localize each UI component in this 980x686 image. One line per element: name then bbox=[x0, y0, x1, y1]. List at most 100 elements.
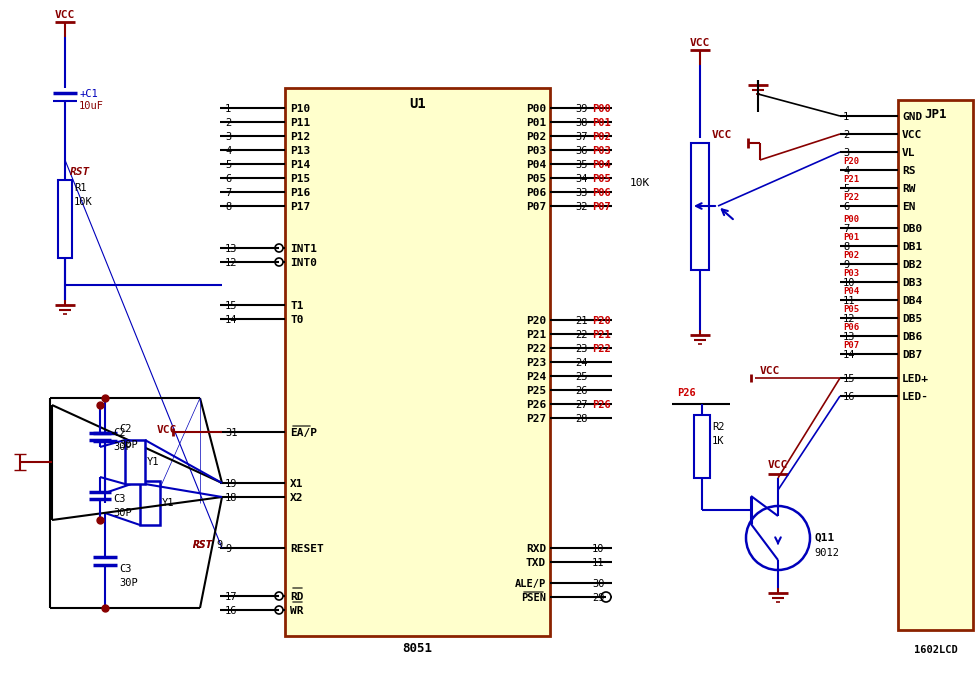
Text: C3: C3 bbox=[119, 564, 131, 574]
Text: 4: 4 bbox=[225, 146, 231, 156]
Text: C3: C3 bbox=[113, 494, 125, 504]
Text: 22: 22 bbox=[575, 330, 588, 340]
Text: 30P: 30P bbox=[113, 508, 131, 518]
Text: C2: C2 bbox=[113, 428, 125, 438]
Text: DB7: DB7 bbox=[902, 350, 922, 360]
Text: 29: 29 bbox=[592, 593, 605, 603]
Text: P05: P05 bbox=[592, 174, 611, 184]
Text: 35: 35 bbox=[575, 160, 588, 170]
Text: P21: P21 bbox=[525, 330, 546, 340]
Text: 7: 7 bbox=[843, 224, 850, 234]
Text: 30P: 30P bbox=[113, 442, 131, 452]
Text: 8051: 8051 bbox=[403, 641, 432, 654]
Text: 30P: 30P bbox=[119, 578, 138, 588]
Text: RST: RST bbox=[193, 540, 213, 550]
Text: DB0: DB0 bbox=[902, 224, 922, 234]
Bar bbox=[125, 440, 145, 484]
Text: P13: P13 bbox=[290, 146, 311, 156]
Text: P20: P20 bbox=[843, 156, 859, 165]
Bar bbox=[691, 143, 709, 270]
Text: P05: P05 bbox=[525, 174, 546, 184]
Text: 5: 5 bbox=[225, 160, 231, 170]
Text: 13: 13 bbox=[225, 244, 237, 254]
Text: T1: T1 bbox=[290, 301, 304, 311]
Bar bbox=[58, 180, 72, 258]
Text: P21: P21 bbox=[843, 174, 859, 183]
Text: INT1: INT1 bbox=[290, 244, 317, 254]
Text: 4: 4 bbox=[843, 166, 850, 176]
Text: P03: P03 bbox=[592, 146, 611, 156]
Text: PSEN: PSEN bbox=[521, 593, 546, 603]
Text: 1: 1 bbox=[843, 112, 850, 122]
Bar bbox=[694, 415, 710, 478]
Text: DB1: DB1 bbox=[902, 242, 922, 252]
Text: 37: 37 bbox=[575, 132, 588, 142]
Text: 1K: 1K bbox=[712, 436, 724, 446]
Text: P02: P02 bbox=[843, 250, 859, 259]
Text: P26: P26 bbox=[677, 388, 696, 398]
Text: 7: 7 bbox=[225, 188, 231, 198]
Text: P16: P16 bbox=[290, 188, 311, 198]
Text: P27: P27 bbox=[525, 414, 546, 424]
Text: P26: P26 bbox=[525, 400, 546, 410]
Text: VCC: VCC bbox=[760, 366, 780, 376]
Text: 39: 39 bbox=[575, 104, 588, 114]
Text: 10: 10 bbox=[843, 278, 856, 288]
Text: EA/P: EA/P bbox=[290, 428, 317, 438]
Text: LED-: LED- bbox=[902, 392, 929, 402]
Text: P05: P05 bbox=[843, 305, 859, 314]
Text: 2: 2 bbox=[843, 130, 850, 140]
Bar bbox=[898, 100, 973, 630]
Text: LED+: LED+ bbox=[902, 374, 929, 384]
Text: P06: P06 bbox=[525, 188, 546, 198]
Text: 23: 23 bbox=[575, 344, 588, 354]
Text: 1: 1 bbox=[225, 104, 231, 114]
Text: 10: 10 bbox=[592, 544, 605, 554]
Text: X1: X1 bbox=[290, 479, 304, 489]
Text: 8: 8 bbox=[843, 242, 850, 252]
Text: T0: T0 bbox=[290, 315, 304, 325]
Text: RST: RST bbox=[70, 167, 90, 177]
Text: VCC: VCC bbox=[711, 130, 732, 140]
Text: P01: P01 bbox=[592, 118, 611, 128]
Text: VCC: VCC bbox=[902, 130, 922, 140]
Text: 15: 15 bbox=[225, 301, 237, 311]
Text: DB2: DB2 bbox=[902, 260, 922, 270]
Text: P06: P06 bbox=[592, 188, 611, 198]
Text: DB4: DB4 bbox=[902, 296, 922, 306]
Text: P07: P07 bbox=[525, 202, 546, 212]
Text: P04: P04 bbox=[525, 160, 546, 170]
Text: 17: 17 bbox=[225, 592, 237, 602]
Text: 10K: 10K bbox=[630, 178, 650, 188]
Text: RW: RW bbox=[902, 184, 915, 194]
Text: 14: 14 bbox=[843, 350, 856, 360]
Text: 5: 5 bbox=[843, 184, 850, 194]
Text: P02: P02 bbox=[592, 132, 611, 142]
Text: P20: P20 bbox=[525, 316, 546, 326]
Text: 6: 6 bbox=[225, 174, 231, 184]
Text: +C1: +C1 bbox=[79, 89, 98, 99]
Text: P04: P04 bbox=[592, 160, 611, 170]
Text: 38: 38 bbox=[575, 118, 588, 128]
Text: 6: 6 bbox=[843, 202, 850, 212]
Text: 2: 2 bbox=[225, 118, 231, 128]
Text: P07: P07 bbox=[843, 340, 859, 349]
Text: 34: 34 bbox=[575, 174, 588, 184]
Text: R1: R1 bbox=[74, 183, 86, 193]
Text: DB6: DB6 bbox=[902, 332, 922, 342]
Text: 14: 14 bbox=[225, 315, 237, 325]
Text: INT0: INT0 bbox=[290, 258, 317, 268]
Bar bbox=[140, 481, 160, 525]
Text: 16: 16 bbox=[225, 606, 237, 616]
Text: 13: 13 bbox=[843, 332, 856, 342]
Text: 27: 27 bbox=[575, 400, 588, 410]
Text: 21: 21 bbox=[575, 316, 588, 326]
Text: 32: 32 bbox=[575, 202, 588, 212]
Text: 9: 9 bbox=[216, 540, 222, 550]
Text: 12: 12 bbox=[225, 258, 237, 268]
Text: 31: 31 bbox=[225, 428, 237, 438]
Text: 33: 33 bbox=[575, 188, 588, 198]
Text: 3: 3 bbox=[843, 148, 850, 158]
Text: P00: P00 bbox=[592, 104, 611, 114]
Text: VCC: VCC bbox=[157, 425, 177, 435]
